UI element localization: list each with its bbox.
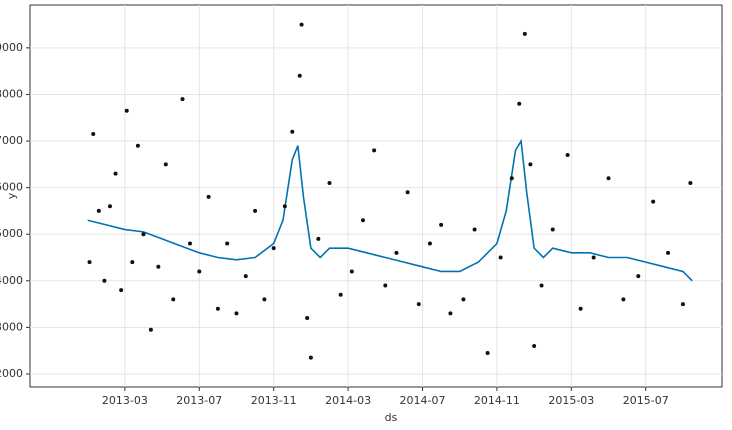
observation-point: [666, 250, 671, 255]
observation-point: [225, 241, 230, 246]
y-tick-label: 7000: [0, 134, 23, 147]
observation-point: [243, 274, 248, 279]
plot-frame: [29, 4, 723, 388]
observation-point: [550, 227, 555, 232]
observation-point: [299, 22, 304, 27]
observation-point: [532, 344, 537, 349]
observation-point: [171, 297, 176, 302]
observation-point: [651, 199, 656, 204]
observation-point: [282, 204, 287, 209]
x-tick-label: 2014-07: [400, 394, 446, 407]
observation-point: [290, 129, 295, 134]
observation-point: [509, 176, 514, 181]
observation-point: [305, 316, 310, 321]
observation-point: [102, 278, 107, 283]
observation-point: [130, 260, 135, 265]
observation-point: [349, 269, 354, 274]
observation-point: [591, 255, 596, 260]
observation-point: [262, 297, 267, 302]
observation-point: [308, 355, 313, 360]
observation-point: [498, 255, 503, 260]
y-tick-label: 8000: [0, 87, 23, 100]
observation-point: [297, 73, 302, 78]
y-tick-label: 4000: [0, 274, 23, 287]
y-tick-label: 5000: [0, 227, 23, 240]
x-tick-label: 2015-03: [548, 394, 594, 407]
observation-point: [565, 153, 570, 158]
observation-point: [338, 292, 343, 297]
observation-point: [135, 143, 140, 148]
observation-point: [156, 264, 161, 269]
observation-point: [405, 190, 410, 195]
observation-point: [327, 180, 332, 185]
observation-point: [528, 162, 533, 167]
x-tick-label: 2013-11: [251, 394, 297, 407]
observation-point: [206, 194, 211, 199]
observation-point: [215, 306, 220, 311]
observation-point: [271, 246, 276, 251]
observation-point: [539, 283, 544, 288]
observation-point: [394, 250, 399, 255]
y-axis-label: y: [5, 192, 18, 199]
observation-point: [461, 297, 466, 302]
observation-point: [606, 176, 611, 181]
observation-point: [427, 241, 432, 246]
observation-point: [517, 101, 522, 106]
observation-point: [416, 302, 421, 307]
observation-point: [485, 350, 490, 355]
observation-point: [383, 283, 388, 288]
observation-point: [472, 227, 477, 232]
observation-point: [148, 327, 153, 332]
x-axis-label: ds: [385, 411, 398, 424]
observation-point: [180, 97, 185, 102]
observation-point: [87, 260, 92, 265]
forecast-line: [87, 138, 693, 282]
y-tick-label: 3000: [0, 320, 23, 333]
observation-point: [163, 162, 168, 167]
observation-point: [107, 204, 112, 209]
observation-point: [316, 236, 321, 241]
observation-point: [234, 311, 239, 316]
x-tick-label: 2015-07: [623, 394, 669, 407]
y-tick-label: 6000: [0, 181, 23, 194]
y-tick-label: 2000: [0, 367, 23, 380]
observation-point: [439, 222, 444, 227]
y-tick-label: 9000: [0, 41, 23, 54]
observation-point: [372, 148, 377, 153]
observation-point: [124, 108, 129, 113]
x-tick-label: 2014-11: [474, 394, 520, 407]
observation-point: [448, 311, 453, 316]
x-tick-label: 2014-03: [325, 394, 371, 407]
observation-point: [522, 31, 527, 36]
observation-point: [680, 302, 685, 307]
observation-point: [688, 180, 693, 185]
observation-point: [141, 232, 146, 237]
observation-point: [91, 132, 96, 137]
observation-point: [187, 241, 192, 246]
observation-point: [197, 269, 202, 274]
observation-point: [113, 171, 118, 176]
observation-point: [119, 288, 124, 293]
observation-point: [253, 208, 258, 213]
observation-point: [96, 208, 101, 213]
observation-point: [636, 274, 641, 279]
x-tick-label: 2013-03: [102, 394, 148, 407]
observation-point: [578, 306, 583, 311]
observation-point: [360, 218, 365, 223]
x-tick-label: 2013-07: [176, 394, 222, 407]
observation-point: [621, 297, 626, 302]
